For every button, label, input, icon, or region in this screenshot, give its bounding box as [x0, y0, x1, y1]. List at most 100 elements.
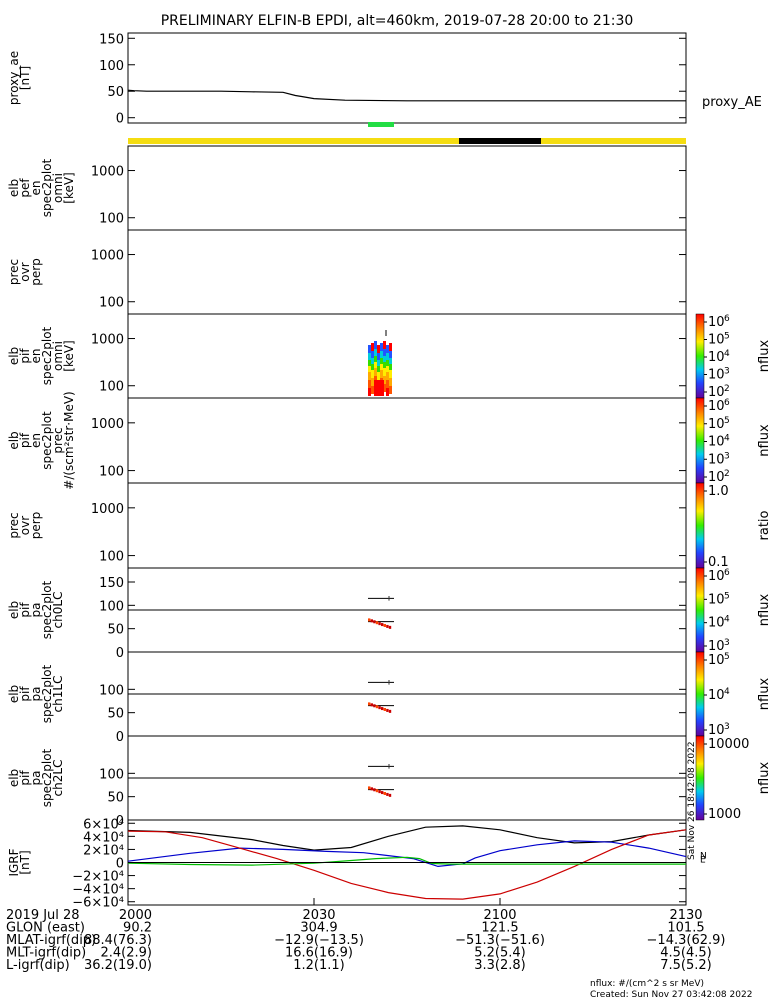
- spectro-cell: [383, 362, 386, 370]
- ephem-value: −14.3(62.9): [647, 933, 726, 948]
- spectro-cell: [383, 384, 386, 392]
- y-tick-label: 100: [99, 380, 124, 395]
- y-axis-label: pif: [18, 602, 32, 618]
- pa-cell: [373, 704, 376, 708]
- spectro-cell: [377, 360, 380, 368]
- spectro-cell: [389, 351, 392, 359]
- colorbar-tick-label: 10: [708, 452, 725, 467]
- spectro-cell: [371, 370, 374, 378]
- spectro-cell: [386, 345, 389, 353]
- science-zone-bar: [368, 122, 394, 127]
- spectro-cell: [371, 364, 374, 372]
- pa-cell: [388, 709, 392, 713]
- colorbar-tick-exponent: 6: [724, 398, 730, 408]
- ephem-row-label: GLON (east): [6, 921, 85, 936]
- ephem-value: −51.3(−51.6): [455, 933, 545, 948]
- spectro-cell: [386, 353, 389, 361]
- y-tick-label: 2×10⁴: [83, 843, 124, 858]
- ephem-value: 2.4(2.9): [101, 946, 153, 961]
- colorbar-tick-label: 1.0: [708, 484, 729, 499]
- y-tick-label: 0: [116, 112, 124, 127]
- colorbar-tick-label: 10: [708, 417, 725, 432]
- pa-cell: [386, 708, 389, 712]
- colorbar-tick-label: 10: [708, 399, 725, 414]
- colorbar-label: nflux: [757, 678, 772, 711]
- spectro-cell: [389, 343, 392, 351]
- colorbar-tick-label: 10: [708, 350, 725, 365]
- colorbar-tick-label: 10: [708, 592, 725, 607]
- spectro-cell: [377, 353, 380, 361]
- spectro-cell: [368, 353, 371, 361]
- ephemeris-axis: 2019 Jul 28 2000 2030 2100 2130 GLON (east) 90…: [6, 898, 725, 973]
- y-axis-label: [keV]: [62, 172, 76, 203]
- y-tick-label: −4×10⁴: [72, 883, 124, 898]
- y-axis-label: prec: [7, 512, 21, 538]
- y-axis-label: prec: [51, 427, 65, 453]
- ephem-value: 16.6(16.9): [285, 946, 353, 961]
- colorbar-tick-exponent: 4: [724, 615, 730, 625]
- y-tick-label: 1000: [91, 165, 124, 180]
- y-tick-label: 100: [99, 550, 124, 565]
- pa-cell: [368, 786, 371, 790]
- y-axis-label: pa: [29, 687, 43, 702]
- spectro-cell: [368, 372, 371, 380]
- pa-cell: [381, 623, 384, 627]
- pa-cell: [386, 792, 389, 796]
- pa-cell: [386, 624, 389, 628]
- spectro-cell: [389, 370, 392, 378]
- ephem-row-label: L-igrf(dip): [6, 958, 70, 973]
- y-tick-label: 100: [99, 683, 124, 698]
- ephem-value: 304.9: [300, 921, 337, 936]
- y-axis-label: spec2plot: [40, 664, 54, 723]
- y-tick-label: 0: [116, 730, 124, 745]
- ephem-value: 2130: [669, 908, 702, 923]
- colorbar-tick-label: 10: [708, 333, 725, 348]
- y-axis-label: ovr: [18, 262, 32, 281]
- y-tick-label: 0: [116, 857, 124, 872]
- colorbar-tick-exponent: 2: [724, 469, 730, 479]
- y-tick-label: 100: [99, 59, 124, 74]
- y-axis-label: pa: [29, 603, 43, 618]
- colorbar-strip: [695, 397, 705, 484]
- spectro-cell: [377, 372, 380, 380]
- colorbar-tick-exponent: 3: [724, 451, 730, 461]
- chart-title: PRELIMINARY ELFIN-B EPDI, alt=460km, 201…: [161, 13, 634, 29]
- y-tick-label: 0: [116, 646, 124, 661]
- colorbar-label: nflux: [757, 594, 772, 627]
- y-axis-label: #/(scm²str·MeV): [62, 391, 76, 489]
- y-tick-label: 1000: [91, 417, 124, 432]
- colorbar-strip: [695, 651, 705, 737]
- y-tick-label: 50: [107, 707, 124, 722]
- y-tick-label: 100: [99, 599, 124, 614]
- colorbar-strip: [695, 313, 705, 399]
- spectro-cell: [374, 349, 377, 357]
- y-axis-label: spec2plot: [40, 748, 54, 807]
- y-axis-label: spec2plot: [40, 580, 54, 639]
- created-stamp: Created: Sun Nov 27 03:42:08 2022: [590, 990, 752, 1000]
- ephem-value: 121.5: [481, 921, 518, 936]
- pa-cell: [373, 788, 376, 792]
- y-axis-label: spec2plot: [40, 326, 54, 385]
- series-E: [127, 840, 687, 868]
- panel-frame: [127, 145, 687, 231]
- spectro-cell: [383, 376, 386, 384]
- spectro-cell: [368, 366, 371, 374]
- colorbar-label: nflux: [757, 762, 772, 795]
- eclipse-bar: [459, 138, 541, 144]
- y-axis-label: [keV]: [62, 340, 76, 371]
- colorbar-strip: [695, 482, 705, 569]
- y-axis-label: en: [29, 181, 43, 196]
- spectro-cell: [386, 366, 389, 374]
- colorbar-tick-label: 10: [708, 368, 725, 383]
- ephem-value: 88.4(76.3): [84, 933, 152, 948]
- pa-cell: [370, 703, 373, 707]
- pa-cell: [388, 793, 392, 797]
- y-axis-label: IGRF: [7, 848, 21, 876]
- colorbar-tick-exponent: 3: [724, 722, 730, 732]
- spectro-cell: [386, 372, 389, 380]
- series-label-proxy-ae: proxy_AE: [702, 95, 762, 110]
